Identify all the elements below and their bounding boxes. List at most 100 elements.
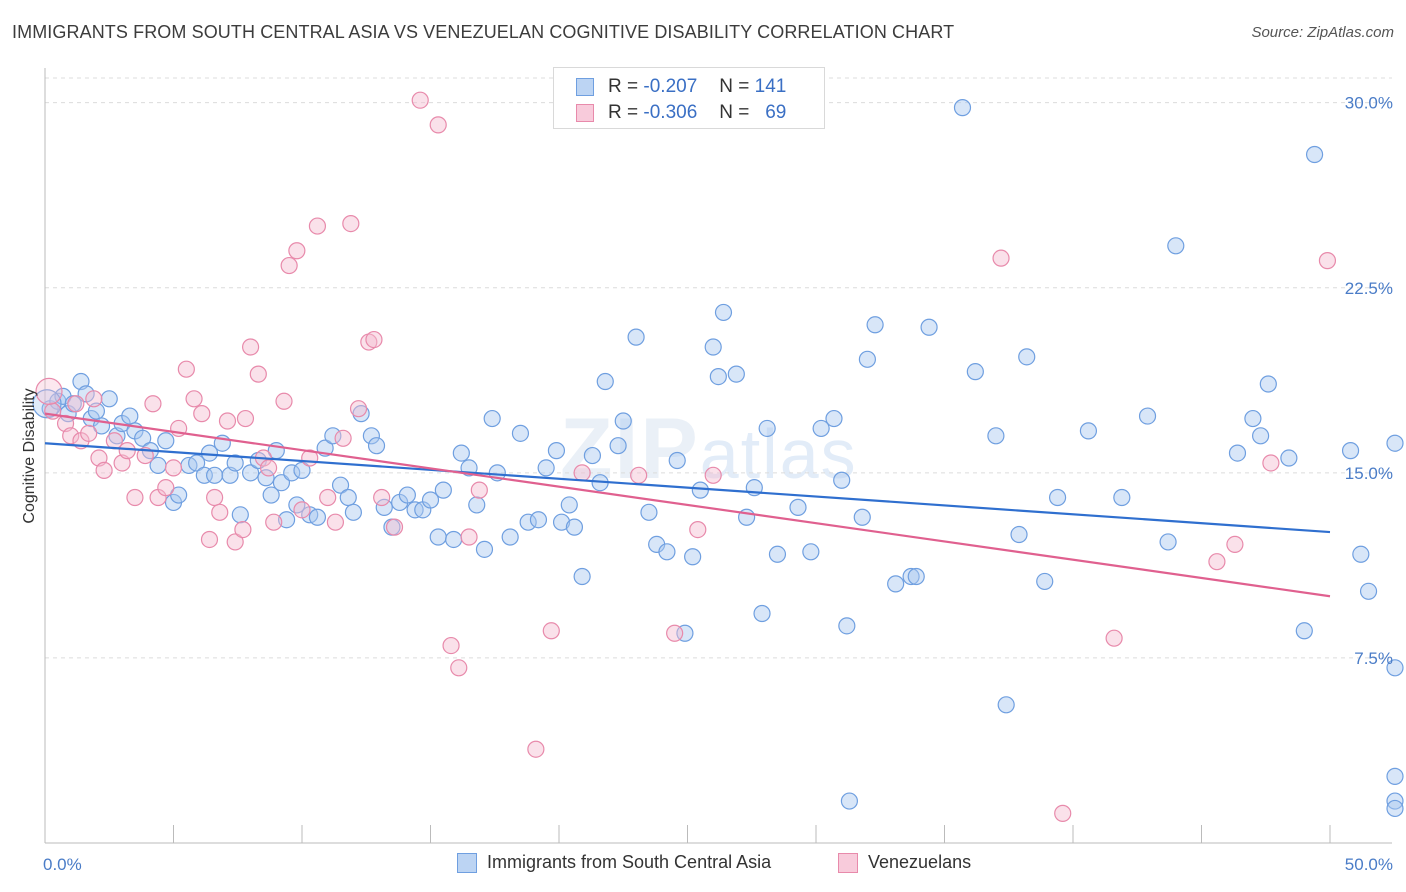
y-tick-label: 7.5% <box>1354 649 1393 668</box>
scatter-point-pink <box>411 91 429 109</box>
scatter-point-pink <box>259 459 278 477</box>
scatter-point-blue <box>812 419 830 438</box>
scatter-point-pink <box>136 446 154 465</box>
scatter-point-pink <box>211 503 229 521</box>
scatter-point-pink <box>992 249 1010 267</box>
scatter-point-pink <box>218 412 237 430</box>
scatter-point-blue <box>1259 375 1277 393</box>
trend-line-pink <box>44 412 1331 598</box>
scatter-point-blue <box>1244 409 1262 428</box>
scatter-point-blue <box>157 432 175 450</box>
scatter-point-blue <box>758 419 776 438</box>
trend-lines <box>44 412 1331 598</box>
scatter-point-blue <box>709 367 727 386</box>
scatter-point-blue <box>257 469 275 487</box>
scatter-point-pink <box>319 488 337 507</box>
x-tick-label: 0.0% <box>43 855 82 874</box>
trend-line-blue <box>44 442 1331 534</box>
scatter-point-pink <box>349 400 368 418</box>
scatter-point-pink <box>1054 804 1072 822</box>
scatter-point-blue <box>519 513 537 531</box>
bottom-legend-blue: Immigrants from South Central Asia <box>457 852 771 873</box>
scatter-point-pink <box>95 461 113 479</box>
scatter-point-pink <box>293 501 311 519</box>
scatter-point-blue <box>609 437 627 455</box>
scatter-point-pink <box>1208 553 1226 571</box>
scatter-point-blue <box>375 498 393 516</box>
scatter-point-pink <box>442 636 460 655</box>
scatter-point-blue <box>134 429 152 447</box>
chart-source: Source: ZipAtlas.com <box>1251 24 1394 41</box>
legend-n-label: N = <box>719 102 750 123</box>
scatter-point-pink <box>193 405 211 423</box>
scatter-point-blue <box>596 372 614 391</box>
scatter-point-blue <box>627 328 645 346</box>
scatter-point-pink <box>1226 535 1244 554</box>
scatter-point-pink <box>630 466 648 484</box>
scatter-point-blue <box>501 528 519 546</box>
scatter-point-blue <box>188 454 206 472</box>
scatter-point-blue <box>344 503 362 521</box>
scatter-point-blue <box>398 486 416 504</box>
y-tick-label: 22.5% <box>1345 279 1393 298</box>
scatter-point-pink <box>342 214 360 233</box>
legend-r-value-blue: -0.207 <box>643 76 698 97</box>
y-tick-label: 30.0% <box>1345 94 1393 113</box>
scatter-point-blue <box>1167 237 1185 255</box>
scatter-point-pink <box>126 488 144 507</box>
scatter-point-pink <box>185 390 203 408</box>
scatter-point-pink <box>704 466 722 484</box>
scatter-point-blue <box>753 604 771 623</box>
scatter-point-blue <box>668 451 686 470</box>
scatter-point-blue <box>421 491 440 509</box>
scatter-point-blue <box>614 412 632 430</box>
y-axis-title: Cognitive Disability <box>21 388 38 523</box>
scatter-point-blue <box>858 350 877 368</box>
scatter-point-blue <box>277 511 296 529</box>
scatter-point-blue <box>560 496 578 514</box>
gridlines <box>45 77 1392 659</box>
scatter-point-blue <box>840 792 859 810</box>
scatter-point-blue <box>324 427 342 445</box>
scatter-point-pink <box>206 488 224 507</box>
scatter-point-pink <box>265 513 283 531</box>
scatter-point-pink <box>157 479 175 497</box>
scatter-point-blue <box>170 486 188 504</box>
scatter-point-pink <box>249 365 267 383</box>
scatter-point-pink <box>67 395 85 413</box>
scatter-point-blue <box>1113 488 1131 507</box>
legend-n-label: N = <box>719 76 750 97</box>
axes <box>44 68 1392 844</box>
scatter-point-blue <box>121 407 139 425</box>
scatter-point-pink <box>542 622 560 640</box>
bottom-legend-label-pink: Venezuelans <box>868 852 972 872</box>
scatter-point-blue <box>1386 434 1404 452</box>
legend-r-label: R = <box>608 76 639 97</box>
scatter-point-pink <box>689 520 707 539</box>
scatter-point-blue <box>262 486 280 504</box>
legend-n-value-blue: 141 <box>754 76 787 97</box>
scatter-point-pink <box>288 242 306 260</box>
scatter-point-blue <box>100 390 118 408</box>
x-tick-label: 50.0% <box>1345 855 1393 874</box>
scatter-point-blue <box>691 481 709 499</box>
bottom-legend-label-blue: Immigrants from South Central Asia <box>487 852 772 872</box>
scatter-point-blue <box>789 498 807 516</box>
scatter-point-pink <box>118 442 136 460</box>
scatter-point-blue <box>1036 572 1054 591</box>
scatter-point-blue <box>1228 444 1247 462</box>
scatter-point-pink <box>1262 454 1280 472</box>
scatter-point-blue <box>552 513 571 531</box>
scatter-point-blue <box>288 496 306 514</box>
scatter-point-blue <box>1305 145 1324 164</box>
legend-box: R = -0.207 N = 141 R = -0.306 N = 69 <box>553 67 825 129</box>
scatter-point-blue <box>583 446 602 465</box>
scatter-point-pink <box>85 390 103 408</box>
scatter-point-blue <box>1018 348 1036 366</box>
scatter-point-blue <box>434 481 452 499</box>
scatter-point-pink <box>365 330 383 349</box>
scatter-point-pink <box>527 740 545 758</box>
scatter-point-blue <box>1359 582 1378 600</box>
scatter-point-pink <box>666 624 684 642</box>
